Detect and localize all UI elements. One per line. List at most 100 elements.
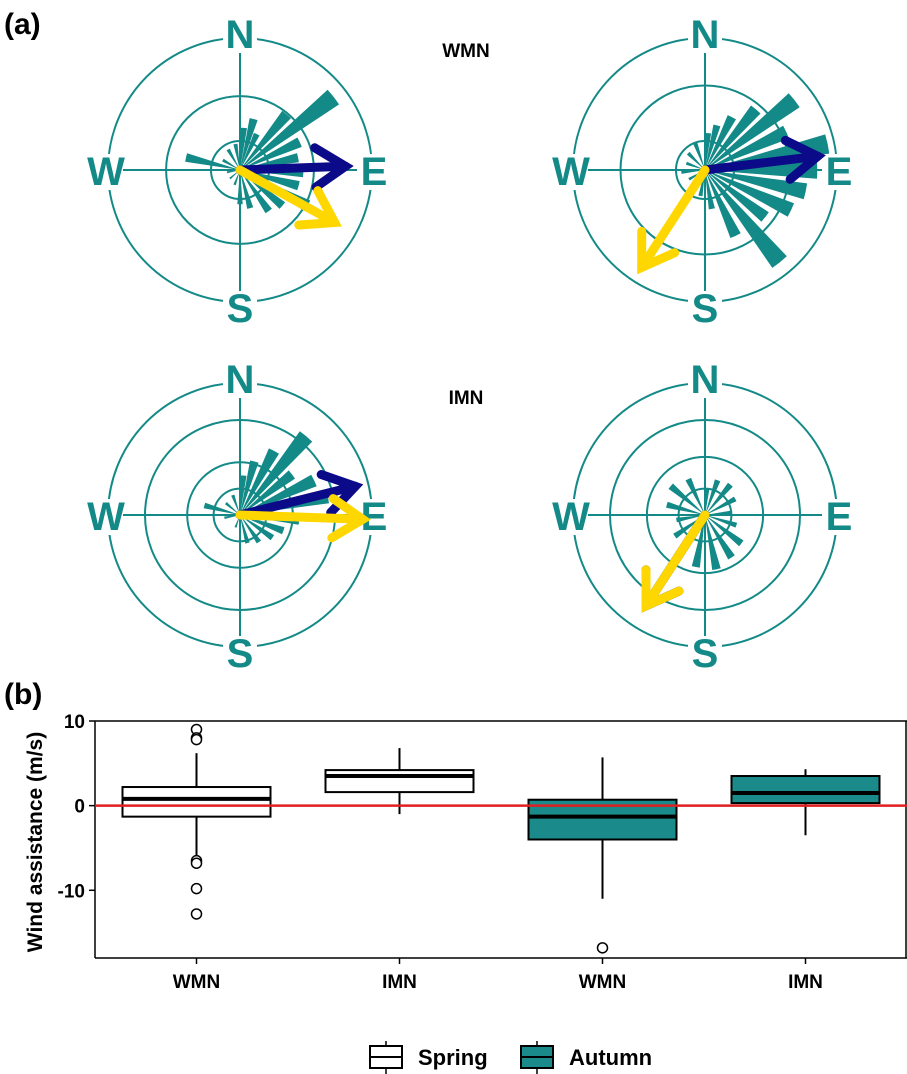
rose-petal-20 [226,148,240,170]
compass-n-label: N [691,13,720,57]
compass-e-label: E [826,150,853,194]
box-plot-area: 10 0 -10 WMN IMN WMN IMN [58,712,907,993]
rose-petal-13 [240,170,254,209]
rose-petal-4 [240,431,313,515]
compass-s-label: S [227,632,254,676]
arrow-spring-shaft [235,161,350,175]
rose-petal-12 [240,515,250,544]
rose-petal-19 [222,158,240,170]
legend-item-autumn: Autumn [520,1041,652,1074]
rose-petal-21 [693,142,705,170]
compass-w-backdrop [554,154,588,190]
box-body [121,786,272,818]
y-tick-label: 0 [74,797,85,818]
rose-petal-1 [240,127,247,170]
rose-petal-2 [240,460,259,515]
wind-rose-wmn-left: N S E W [87,13,391,331]
rose-petal-7 [705,515,744,547]
rose-petal-15 [203,502,240,515]
arrow-autumn-shaft [637,165,710,272]
rose-petal-6 [240,474,317,515]
rose-petal-3 [705,115,736,170]
compass-n-backdrop [688,362,722,398]
wind-rose-wmn-right: N S E W [552,13,856,331]
rose-petal-21 [233,143,240,170]
row-title-imn: IMN [449,388,484,409]
rose-petal-16 [685,477,705,515]
y-tick-label: 10 [64,712,85,733]
compass-e-label: E [826,495,853,539]
rose-petal-2 [705,479,721,515]
rose-petal-8 [705,515,735,560]
rose-petal-14 [705,170,715,210]
arrow-autumn-shaft [641,510,710,611]
compass-e-backdrop [357,154,391,190]
compass-w-label: W [552,150,590,194]
arrow-autumn-head [327,494,371,543]
rose-petal-2 [705,124,721,170]
compass-n-backdrop [688,17,722,53]
box-outlier [596,942,609,954]
legend-item-spring: Spring [369,1041,488,1074]
box-4-autumn [730,769,881,836]
arrow-autumn-shaft [235,510,368,524]
y-axis-title: Wind assistance (m/s) [24,732,47,952]
compass-e-backdrop [822,499,856,535]
wind-rose-imn-right: N S E W [552,358,856,676]
rose-petal-1 [705,488,710,515]
rose-petal-3 [240,132,260,170]
rose-petal-10 [705,170,794,217]
rose-petal-5 [705,510,732,515]
compass-n-label: N [226,358,255,402]
compass-w-label: W [552,495,590,539]
rose-petal-5 [240,470,295,515]
compass-w-label: W [87,150,125,194]
compass-s-backdrop [223,636,257,672]
rose-petal-11 [705,170,769,222]
rose-petal-10 [240,515,275,541]
box-outlier [190,908,203,920]
rose-petal-9 [705,515,721,570]
arrow-spring-head [310,143,354,192]
rose-petal-4 [705,496,737,515]
rose-petal-5 [705,93,800,170]
rose-petal-13 [705,170,741,238]
compass-s-label: S [227,287,254,331]
compass-s-label: S [692,632,719,676]
rose-petal-6 [705,515,738,528]
compass-n-backdrop [223,17,257,53]
arrow-spring-shaft [700,151,823,175]
box-outlier [190,733,203,746]
compass-s-backdrop [223,291,257,327]
box-body [730,775,881,805]
compass-w-backdrop [89,154,123,190]
y-tick-label: -10 [58,881,85,902]
box-outlier [190,857,203,869]
compass-e-label: E [361,150,388,194]
legend-spring-label: Spring [418,1045,488,1070]
rose-petal-1 [705,133,712,170]
rose-petal-17 [231,494,240,515]
arrow-spring-head [780,135,826,184]
x-tick-label: IMN [382,972,417,993]
rose-petal-16 [225,502,240,515]
panel-a-label: (a) [4,8,41,41]
compass-e-backdrop [822,154,856,190]
row-title-wmn: WMN [442,41,489,62]
rose-petal-15 [668,483,705,515]
rose-petal-6 [705,125,790,170]
rose-petal-13 [676,515,705,523]
box-2-spring [324,748,475,815]
compass-s-backdrop [688,291,722,327]
compass-s-backdrop [688,636,722,672]
rose-petal-20 [686,151,705,170]
box-1-spring [121,723,272,920]
rose-petal-3 [240,448,279,515]
legend: Spring Autumn [369,1041,652,1074]
panel-b-boxplot: (b) Wind assistance (m/s) 10 0 -10 WMN IMN WM… [4,678,907,993]
compass-n-label: N [226,13,255,57]
rose-petal-12 [705,170,787,268]
panel-b-label: (b) [4,678,42,711]
x-tick-label: WMN [579,972,626,993]
